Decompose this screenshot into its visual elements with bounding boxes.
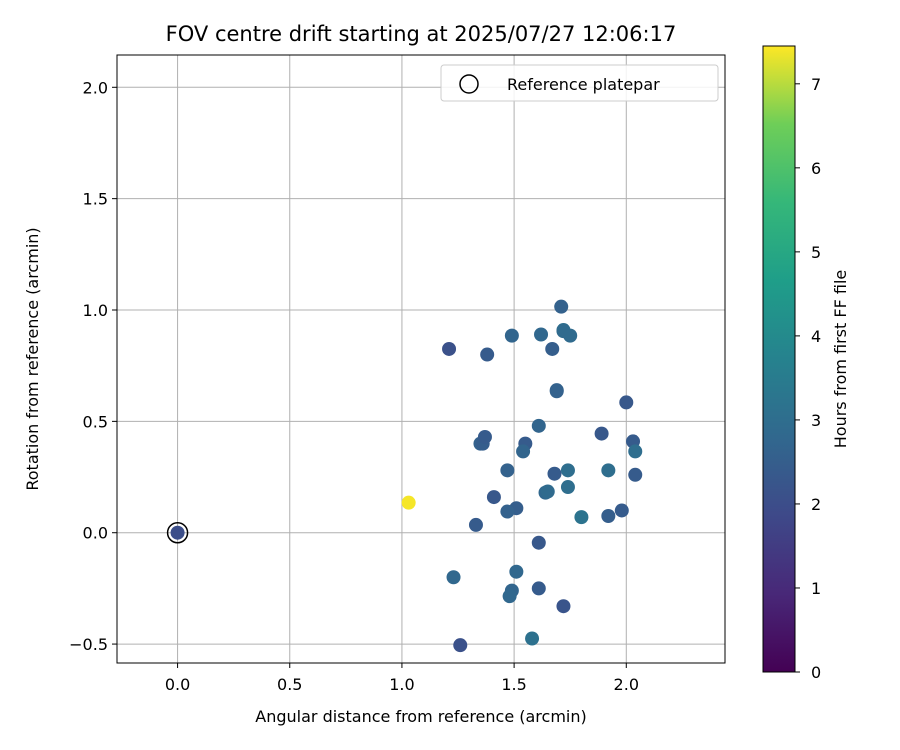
data-point [601,463,616,478]
colorbar-tick-label: 1 [811,579,821,598]
chart-title: FOV centre drift starting at 2025/07/27 … [166,22,677,46]
legend: Reference platepar [440,64,719,102]
data-point [477,429,492,444]
data-point [628,467,643,482]
data-point [534,327,549,342]
data-point [442,341,457,356]
colorbar-label: Hours from first FF file [831,270,850,449]
data-point [525,631,540,646]
data-point [594,426,609,441]
plot-frame [116,54,726,664]
data-point [446,570,461,585]
legend-label: Reference platepar [507,75,660,94]
data-point [531,535,546,550]
y-tick-label: 1.5 [83,190,108,209]
data-point [554,299,569,314]
data-point [619,395,634,410]
data-point [401,495,416,510]
colorbar-tick-label: 4 [811,327,821,346]
data-point [574,510,589,525]
data-point [560,463,575,478]
data-point [502,589,517,604]
y-tick-label: 1.0 [83,301,108,320]
data-point [516,444,531,459]
data-point [531,581,546,596]
y-axis-ticks: −0.5 0.0 0.5 1.0 1.5 2.0 [69,78,117,654]
grid-lines [117,55,725,663]
data-point [563,328,578,343]
colorbar-tick-label: 2 [811,495,821,514]
x-axis-label: Angular distance from reference (arcmin) [255,707,586,726]
x-tick-label: 0.0 [165,675,190,694]
data-point [601,509,616,524]
data-point [500,463,515,478]
y-axis-label: Rotation from reference (arcmin) [23,227,42,490]
data-point [486,490,501,505]
x-tick-label: 1.0 [389,675,414,694]
data-point [545,341,560,356]
colorbar-tick-label: 5 [811,243,821,262]
colorbar-tick-label: 6 [811,159,821,178]
colorbar: 0 1 2 3 4 5 6 7 Hours from first FF file [762,45,850,682]
x-tick-label: 2.0 [614,675,639,694]
data-point [556,599,571,614]
data-point [540,484,555,499]
data-point [480,347,495,362]
data-point [509,564,524,579]
data-point [468,517,483,532]
data-point [628,444,643,459]
colorbar-ticks: 0 1 2 3 4 5 6 7 [795,75,821,682]
colorbar-tick-label: 0 [811,663,821,682]
reference-marker-group [166,521,189,544]
data-point [549,384,564,399]
colorbar-tick-label: 3 [811,411,821,430]
y-tick-label: −0.5 [69,635,108,654]
data-point [547,466,562,481]
data-point [504,328,519,343]
data-point [560,480,575,495]
data-point [453,638,468,653]
y-tick-label: 2.0 [83,78,108,97]
x-tick-label: 0.5 [277,675,302,694]
colorbar-gradient [762,45,796,673]
x-tick-label: 1.5 [501,675,526,694]
legend-marker-icon [459,74,479,94]
data-point [531,418,546,433]
reference-ring [166,521,189,544]
y-tick-label: 0.0 [83,524,108,543]
legend-box [440,64,719,102]
x-axis-ticks: 0.0 0.5 1.0 1.5 2.0 [165,663,639,694]
reference-point [170,525,185,540]
data-point [614,503,629,518]
colorbar-tick-label: 7 [811,75,821,94]
y-tick-label: 0.5 [83,412,108,431]
data-point [500,504,515,519]
data-points [401,299,643,653]
